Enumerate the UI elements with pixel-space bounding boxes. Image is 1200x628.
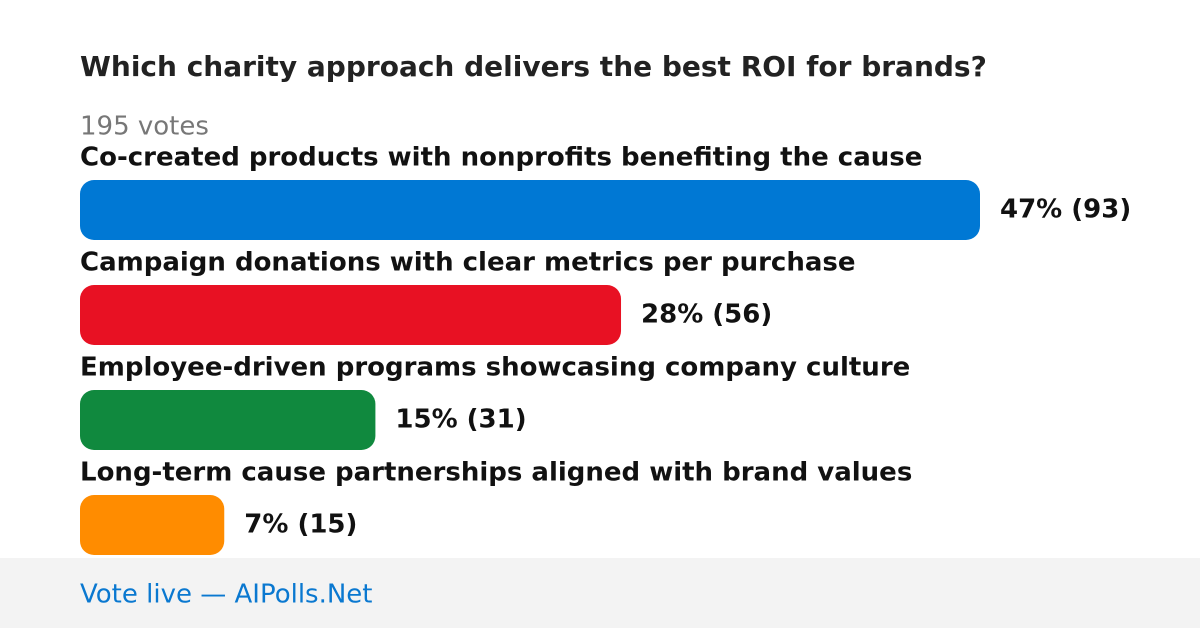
bar (80, 285, 622, 345)
value-label: 15% (31) (395, 405, 526, 435)
bar (80, 495, 225, 555)
footer-band (0, 558, 1200, 628)
value-label: 28% (56) (641, 300, 772, 330)
option-label: Campaign donations with clear metrics pe… (80, 248, 856, 278)
option-label: Employee-driven programs showcasing comp… (80, 353, 910, 383)
value-label: 7% (15) (244, 510, 357, 540)
vote-count: 195 votes (80, 112, 209, 142)
option-label: Co-created products with nonprofits bene… (80, 143, 922, 173)
bar (80, 390, 376, 450)
bar (80, 180, 980, 240)
poll-title: Which charity approach delivers the best… (80, 50, 987, 83)
footer-link[interactable]: Vote live — AIPolls.Net (80, 580, 373, 610)
value-label: 47% (93) (1000, 195, 1131, 225)
option-label: Long-term cause partnerships aligned wit… (80, 458, 912, 488)
